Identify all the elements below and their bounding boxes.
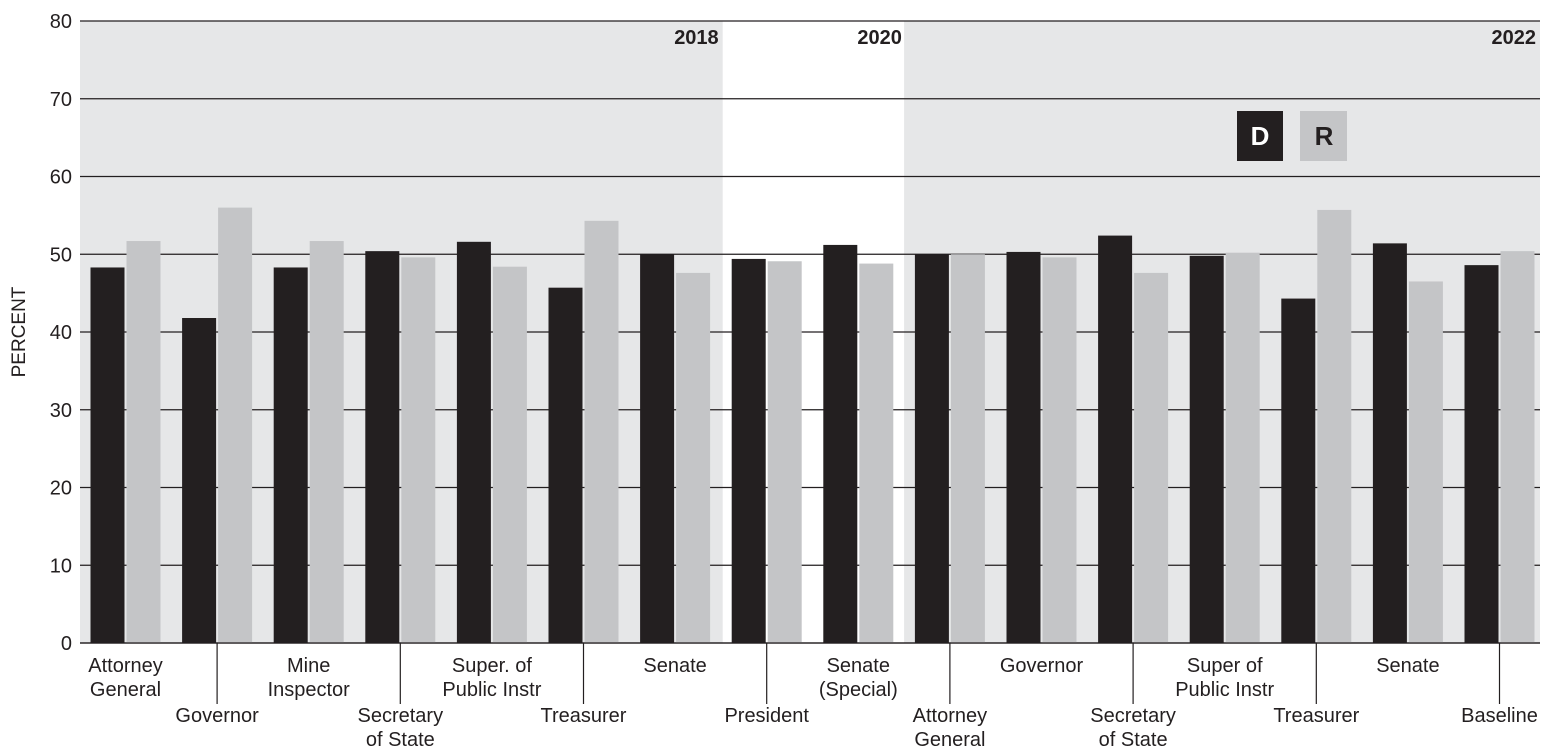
category-label: Treasurer [1273,705,1359,727]
category-label-line: of State [1099,729,1168,749]
bar-r [767,261,802,643]
bar-r [126,241,161,643]
bar-r [309,241,344,643]
category-label-line: Treasurer [1273,705,1359,727]
bar-d [1098,235,1133,643]
bar-d [1189,255,1224,643]
legend-label-r: R [1315,121,1334,151]
category-label-line: Mine [287,655,330,677]
bar-r [492,266,527,643]
y-tick-label: 20 [50,478,72,500]
bar-d [1006,251,1041,644]
category-label-line: Secretary [358,705,444,727]
category-label-line: Super. of [452,655,533,677]
bar-d [640,254,675,643]
category-label: Senate(Special) [819,655,898,701]
y-tick-label: 40 [50,322,72,344]
category-label-line: of State [366,729,435,749]
category-label-line: General [914,729,985,749]
period-label-2022: 2022 [1492,27,1537,49]
category-label-line: Inspector [268,679,351,701]
category-label-line: Senate [1376,655,1439,677]
period-label-2020: 2020 [857,27,902,49]
bar-d [1464,265,1499,643]
bar-r [1500,251,1535,643]
period-label-2018: 2018 [674,27,719,49]
bar-d [914,254,949,643]
bar-r [584,220,619,643]
bar-d [365,251,400,643]
y-tick-label: 80 [50,11,72,33]
category-label: Governor [175,705,259,727]
category-label-line: Attorney [88,655,162,677]
category-label-line: Baseline [1461,705,1538,727]
category-label-line: General [90,679,161,701]
bar-r [1225,252,1260,643]
bar-r [1134,272,1169,643]
x-axis-labels: AttorneyGeneralGovernorMineInspectorSecr… [88,643,1538,749]
category-label: Baseline [1461,705,1538,727]
bar-r [950,254,985,643]
category-label: Senate [643,655,706,677]
legend-swatch-d [1237,111,1283,161]
category-label-line: (Special) [819,679,898,701]
bar-r [676,272,711,643]
legend-label-d: D [1251,121,1270,151]
y-axis: 0 10 20 30 40 50 60 70 80 [50,11,1540,655]
category-label-line: Super of [1187,655,1263,677]
category-label-line: President [724,705,809,727]
y-tick-label: 10 [50,555,72,577]
bar-d [1372,243,1407,644]
category-label-line: Secretary [1090,705,1176,727]
bar-d [273,267,308,643]
bar-r [1042,257,1077,643]
y-tick-label: 30 [50,400,72,422]
category-label-line: Governor [175,705,259,727]
legend-swatch-r [1300,111,1347,161]
y-axis-title: PERCENT [9,286,30,377]
category-label-line: Governor [1000,655,1084,677]
category-label: Treasurer [541,705,627,727]
bar-d [823,244,858,644]
category-label: President [724,705,809,727]
bar-d [90,267,125,643]
category-label-line: Treasurer [541,705,627,727]
bars [90,207,1535,644]
category-label-line: Public Instr [1175,679,1274,701]
period-labels: 2018 2020 2022 [674,27,1536,49]
bar-d [1281,298,1316,643]
bar-r [218,207,253,643]
category-label-line: Public Instr [442,679,541,701]
category-label: Governor [1000,655,1084,677]
category-label-line: Senate [643,655,706,677]
y-tick-label: 70 [50,89,72,111]
category-label: Senate [1376,655,1439,677]
y-tick-label: 60 [50,167,72,189]
bar-d [182,318,217,643]
bar-r [859,263,894,643]
y-tick-label: 0 [61,633,72,655]
bar-r [1408,281,1443,643]
legend: D R [1237,111,1347,161]
category-label-line: Attorney [913,705,987,727]
category-label-line: Senate [827,655,890,677]
bar-d [731,258,766,643]
bar-d [456,241,491,643]
bar-d [548,287,583,643]
bar-r [401,257,436,643]
y-tick-label: 50 [50,244,72,266]
bar-r [1317,209,1352,643]
